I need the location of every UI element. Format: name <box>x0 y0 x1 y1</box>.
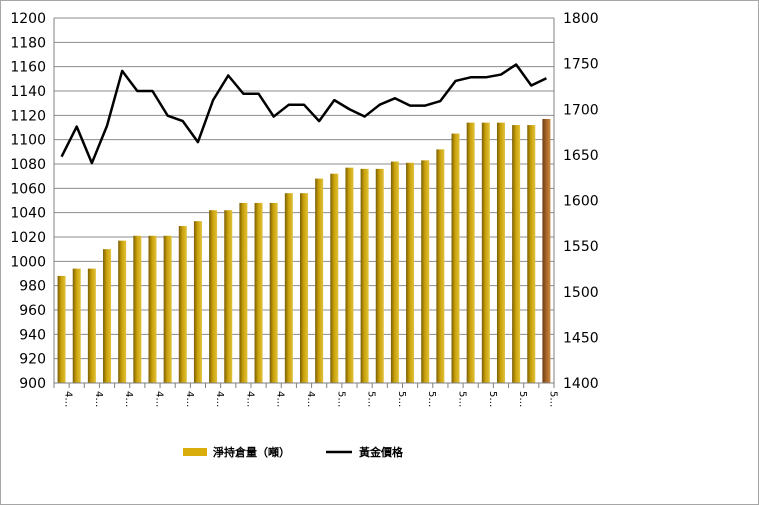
bar <box>148 235 157 383</box>
left-tick-label: 1040 <box>10 206 46 222</box>
bar <box>133 235 142 383</box>
x-tick-label: 4… <box>93 391 104 407</box>
x-axis-ticks: 4… 4… 4… 4… 4… 4… 4… 4… 4… 5… 5… 5… 5… 5… 5… 5… 5… <box>63 391 559 407</box>
x-tick-label: 4… <box>153 391 164 407</box>
bar <box>72 268 81 383</box>
bar <box>330 173 339 383</box>
bar <box>496 122 505 383</box>
x-tick-label: 5… <box>396 391 407 407</box>
x-tick-label: 4… <box>184 391 195 407</box>
bar <box>436 149 445 383</box>
left-tick-label: 1080 <box>10 157 46 173</box>
legend-swatch-bar <box>183 448 207 456</box>
legend-label-bar: 淨持倉量（噸） <box>213 445 290 459</box>
right-tick-label: 1450 <box>563 330 599 346</box>
right-tick-label: 1750 <box>563 57 599 73</box>
axes <box>53 18 555 388</box>
bar-series <box>57 118 551 383</box>
x-tick-label: 5… <box>426 391 437 407</box>
right-tick-label: 1650 <box>563 148 599 164</box>
x-tick-label: 5… <box>487 391 498 407</box>
bar <box>178 226 187 383</box>
legend: 淨持倉量（噸） 黃金價格 <box>183 445 404 459</box>
left-tick-label: 960 <box>19 303 46 319</box>
bar <box>390 161 399 383</box>
left-tick-label: 1060 <box>10 181 46 197</box>
x-tick-label: 4… <box>305 391 316 407</box>
bar <box>163 235 172 383</box>
bar <box>512 125 521 383</box>
x-tick-label: 4… <box>244 391 255 407</box>
bar <box>542 118 551 383</box>
bar <box>193 221 202 383</box>
price-line <box>60 63 547 165</box>
x-tick-label: 5… <box>366 391 377 407</box>
bar <box>421 160 430 383</box>
bar <box>360 168 369 383</box>
left-tick-label: 1000 <box>10 254 46 270</box>
x-tick-label: 4… <box>275 391 286 407</box>
bar <box>254 202 263 383</box>
right-tick-label: 1400 <box>563 376 599 392</box>
left-tick-label: 1120 <box>10 108 46 124</box>
left-tick-label: 900 <box>19 376 46 392</box>
x-tick-label: 4… <box>123 391 134 407</box>
left-tick-label: 1200 <box>10 11 46 27</box>
left-tick-label: 980 <box>19 279 46 295</box>
bar <box>466 122 475 383</box>
bar <box>224 210 233 383</box>
bar <box>269 202 278 383</box>
x-tick-label: 5… <box>517 391 528 407</box>
right-tick-label: 1700 <box>563 102 599 118</box>
right-tick-label: 1500 <box>563 285 599 301</box>
bar <box>103 249 112 383</box>
x-tick-label: 5… <box>335 391 346 407</box>
left-axis-ticks: 900 920 940 960 980 1000 1020 1040 1060 1080 1100 1… <box>10 11 46 392</box>
left-tick-label: 1180 <box>10 35 46 51</box>
left-tick-label: 1140 <box>10 84 46 100</box>
right-tick-label: 1800 <box>563 11 599 27</box>
left-tick-label: 1100 <box>10 133 46 149</box>
x-tick-label: 5… <box>457 391 468 407</box>
x-tick-label: 4… <box>214 391 225 407</box>
right-tick-label: 1550 <box>563 239 599 255</box>
bar <box>87 268 96 383</box>
left-tick-label: 1020 <box>10 230 46 246</box>
bar <box>406 162 415 383</box>
bar <box>239 202 248 383</box>
right-axis-ticks: 1400 1450 1500 1550 1600 1650 1700 1750 1800 <box>563 11 599 392</box>
bar <box>284 193 293 383</box>
bar <box>451 133 460 383</box>
bar <box>527 125 536 383</box>
bar <box>300 193 308 383</box>
bar <box>118 240 127 383</box>
left-tick-label: 1160 <box>10 60 46 76</box>
left-tick-label: 940 <box>19 327 46 343</box>
bar <box>481 122 490 383</box>
legend-label-line: 黃金價格 <box>358 445 404 459</box>
bar <box>315 178 324 383</box>
x-tick-label: 4… <box>63 391 74 407</box>
left-tick-label: 920 <box>19 352 46 368</box>
right-tick-label: 1600 <box>563 194 599 210</box>
line-series <box>60 63 547 165</box>
bar <box>209 210 218 383</box>
bar <box>375 168 384 383</box>
bar <box>345 167 354 383</box>
bar <box>57 275 66 383</box>
x-tick-label: 5… <box>547 391 558 407</box>
